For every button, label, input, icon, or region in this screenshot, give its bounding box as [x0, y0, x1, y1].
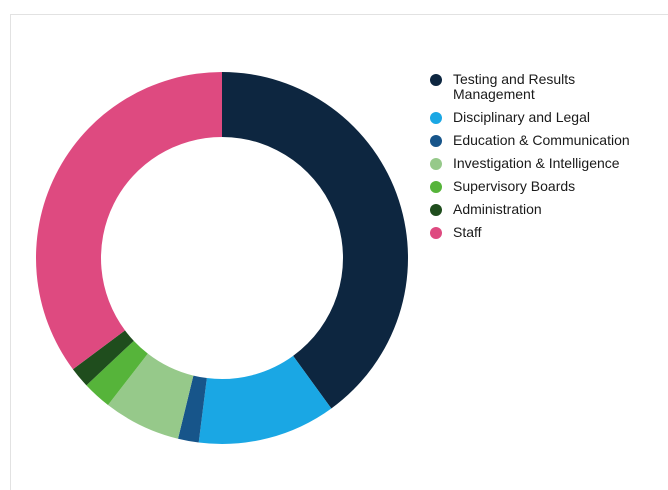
legend-swatch	[430, 227, 442, 239]
legend-item-testing: Testing and Results Management	[430, 72, 653, 102]
donut-slice-investigation-intelligence	[107, 353, 194, 439]
donut-slice-education-communication	[178, 375, 207, 443]
donut-slice-testing-and-results-management	[222, 72, 408, 409]
legend-item-investigation: Investigation & Intelligence	[430, 156, 653, 171]
legend-label: Testing and Results Management	[453, 71, 576, 102]
legend-label: Education & Communication	[453, 132, 630, 148]
donut-slice-disciplinary-and-legal	[198, 355, 332, 444]
legend-label: Administration	[453, 201, 542, 217]
legend-label: Disciplinary and Legal	[453, 109, 590, 125]
legend-item-education: Education & Communication	[430, 133, 653, 148]
legend-item-supervisory: Supervisory Boards	[430, 179, 653, 194]
donut-slice-supervisory-boards	[86, 340, 148, 405]
legend-label: Investigation & Intelligence	[453, 155, 620, 171]
legend-item-administration: Administration	[430, 202, 653, 217]
chart-legend: Testing and Results Management Disciplin…	[430, 72, 653, 248]
legend-item-disciplinary: Disciplinary and Legal	[430, 110, 653, 125]
donut-slice-administration	[72, 330, 134, 386]
legend-swatch	[430, 135, 442, 147]
legend-label: Staff	[453, 224, 482, 240]
legend-swatch	[430, 204, 442, 216]
legend-swatch	[430, 158, 442, 170]
donut-slice-staff	[35, 71, 222, 370]
legend-swatch	[430, 112, 442, 124]
legend-swatch	[430, 181, 442, 193]
legend-swatch	[430, 74, 442, 86]
legend-label: Supervisory Boards	[453, 178, 576, 194]
legend-item-staff: Staff	[430, 225, 653, 240]
